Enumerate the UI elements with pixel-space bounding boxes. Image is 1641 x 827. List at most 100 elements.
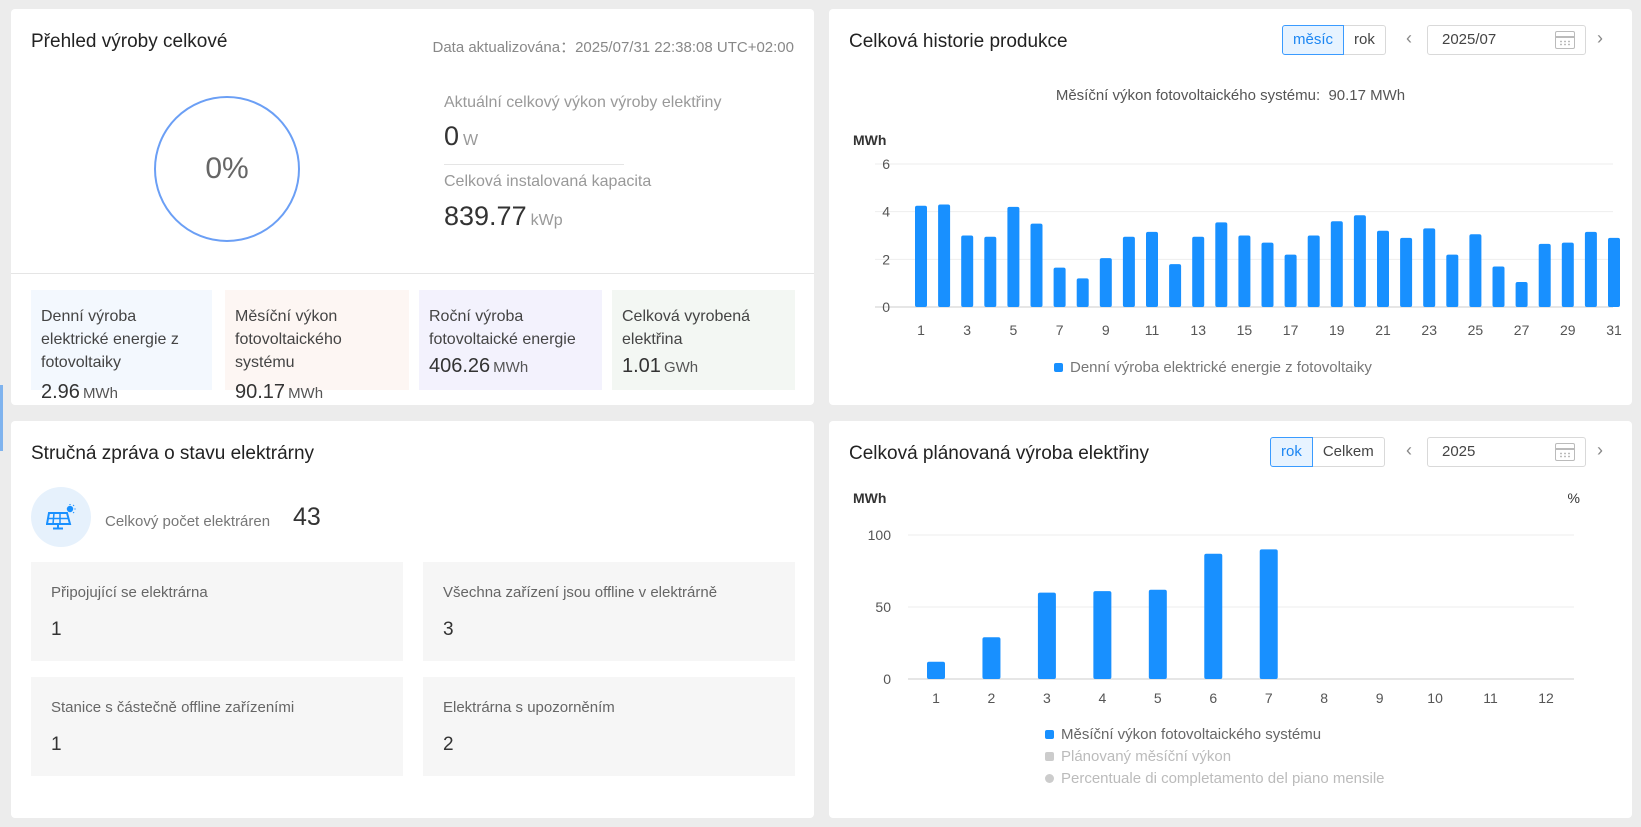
x-tick-label: 7 — [1265, 690, 1273, 706]
legend-square-icon — [1045, 752, 1054, 761]
stat-total-label: Celková vyrobená elektřina — [622, 308, 751, 348]
toggle-month-button[interactable]: měsíc — [1282, 25, 1345, 55]
overview-card: Přehled výroby celkové Data aktualizován… — [11, 9, 814, 405]
overview-title: Přehled výroby celkové — [31, 31, 228, 52]
x-tick-label: 1 — [932, 690, 940, 706]
bar — [982, 637, 1001, 679]
bar — [1561, 242, 1574, 307]
planned-legend-item-plan[interactable]: Plánovaný měsíční výkon — [1045, 748, 1231, 765]
stat-daily: Denní výroba elektrické energie z fotovo… — [31, 290, 212, 403]
bar — [1093, 591, 1112, 679]
bar — [1215, 222, 1228, 307]
bar — [1076, 278, 1089, 307]
y-tick-label: 0 — [882, 299, 890, 315]
bar — [1238, 235, 1251, 307]
history-period-toggle: měsíc rok — [1282, 25, 1386, 55]
legend-square-icon — [1045, 730, 1054, 739]
bar — [1099, 258, 1112, 307]
y-axis-unit-label: MWh — [853, 132, 886, 148]
bar — [961, 235, 974, 307]
planned-legend-item-percent[interactable]: Percentuale di completamento del piano m… — [1045, 770, 1385, 787]
stat-yearly-unit: MWh — [493, 359, 529, 376]
status-box-label: Všechna zařízení jsou offline v elektrár… — [443, 584, 718, 601]
side-drawer-handle[interactable] — [0, 385, 3, 451]
status-box-connecting[interactable]: Připojující se elektrárna 1 — [31, 562, 403, 661]
status-box-partial-offline[interactable]: Stanice s částečně offline zařízeními 1 — [31, 677, 403, 776]
current-power-label: Aktuální celkový výkon výroby elektřiny — [444, 94, 722, 111]
y-tick-label: 100 — [868, 527, 892, 543]
capacity-label: Celková instalovaná kapacita — [444, 173, 652, 190]
x-tick-label: 5 — [1010, 322, 1018, 338]
bar — [1353, 215, 1366, 307]
stat-total-unit: GWh — [663, 359, 699, 376]
solar-panel-icon — [31, 487, 91, 547]
stat-yearly: Roční výroba fotovoltaické energie 406.2… — [419, 290, 602, 390]
bar — [927, 661, 945, 679]
calendar-icon — [1555, 443, 1575, 461]
updated-timestamp: Data aktualizována：2025/07/31 22:38:08 U… — [432, 39, 794, 56]
prev-period-icon[interactable]: ‹ — [1406, 440, 1412, 460]
y-tick-label: 0 — [883, 671, 891, 687]
status-box-value: 1 — [51, 734, 62, 755]
progress-ring: 0% — [154, 96, 300, 242]
status-box-label: Elektrárna s upozorněním — [443, 699, 615, 716]
bar — [1469, 234, 1482, 307]
status-box-all-offline[interactable]: Všechna zařízení jsou offline v elektrár… — [423, 562, 795, 661]
history-legend[interactable]: Denní výroba elektrické energie z fotovo… — [1054, 359, 1372, 376]
calendar-icon — [1555, 31, 1575, 49]
planned-legend-item-actual[interactable]: Měsíční výkon fotovoltaického systému — [1045, 726, 1321, 743]
bar — [1030, 223, 1043, 307]
planned-legend-label: Plánovaný měsíční výkon — [1061, 748, 1232, 765]
history-date-picker[interactable]: 2025/07 — [1427, 25, 1586, 55]
x-tick-label: 9 — [1376, 690, 1384, 706]
legend-square-icon — [1054, 363, 1063, 372]
history-subtitle: Měsíční výkon fotovoltaického systému: 9… — [829, 87, 1632, 104]
history-subtitle-value: 90.17 MWh — [1328, 87, 1406, 104]
history-legend-label: Denní výroba elektrické energie z fotovo… — [1070, 359, 1372, 376]
bar — [1007, 206, 1020, 307]
bar — [1204, 553, 1223, 679]
plant-count-label: Celkový počet elektráren — [105, 513, 271, 530]
x-tick-label: 23 — [1421, 322, 1437, 338]
x-tick-label: 17 — [1283, 322, 1299, 338]
planned-date-picker[interactable]: 2025 — [1427, 437, 1586, 467]
x-tick-label: 7 — [1056, 322, 1064, 338]
bar — [1259, 549, 1278, 679]
bar — [938, 204, 951, 307]
x-tick-label: 12 — [1538, 690, 1554, 706]
x-tick-label: 31 — [1606, 322, 1622, 338]
current-power-unit: W — [463, 132, 479, 149]
x-tick-label: 5 — [1154, 690, 1162, 706]
status-box-label: Stanice s částečně offline zařízeními — [51, 699, 295, 716]
y2-axis-unit-label: % — [1568, 490, 1580, 506]
planned-date-value: 2025 — [1442, 443, 1476, 460]
toggle-year-button[interactable]: rok — [1270, 437, 1313, 467]
stat-total: Celková vyrobená elektřina 1.01 GWh — [612, 290, 795, 390]
prev-period-icon[interactable]: ‹ — [1406, 28, 1412, 48]
bar — [1608, 237, 1620, 307]
y-tick-label: 6 — [882, 156, 890, 172]
y-axis-unit-label: MWh — [853, 490, 886, 506]
stat-monthly-label: Měsíční výkon fotovoltaického systému — [235, 308, 342, 371]
x-tick-label: 25 — [1468, 322, 1484, 338]
x-tick-label: 3 — [963, 322, 971, 338]
status-report-card: Stručná zpráva o stavu elektrárny Celkov… — [11, 421, 814, 818]
stat-total-value: 1.01 — [622, 355, 661, 377]
planned-legend-label: Měsíční výkon fotovoltaického systému — [1061, 726, 1322, 743]
status-box-value: 2 — [443, 734, 454, 755]
x-tick-label: 27 — [1514, 322, 1530, 338]
next-period-icon[interactable]: › — [1597, 440, 1603, 460]
toggle-year-button[interactable]: rok — [1344, 25, 1386, 55]
bar — [1261, 242, 1274, 307]
status-box-label: Připojující se elektrárna — [51, 584, 208, 601]
toggle-total-button[interactable]: Celkem — [1312, 437, 1385, 467]
planned-production-card: Celková plánovaná výroba elektřiny rok C… — [829, 421, 1632, 818]
next-period-icon[interactable]: › — [1597, 28, 1603, 48]
y-tick-label: 50 — [875, 599, 891, 615]
capacity-value: 839.77 kWp — [444, 201, 563, 232]
stat-monthly: Měsíční výkon fotovoltaického systému 90… — [225, 290, 409, 403]
stat-daily-value: 2.96 — [41, 381, 80, 403]
status-box-alarm[interactable]: Elektrárna s upozorněním 2 — [423, 677, 795, 776]
